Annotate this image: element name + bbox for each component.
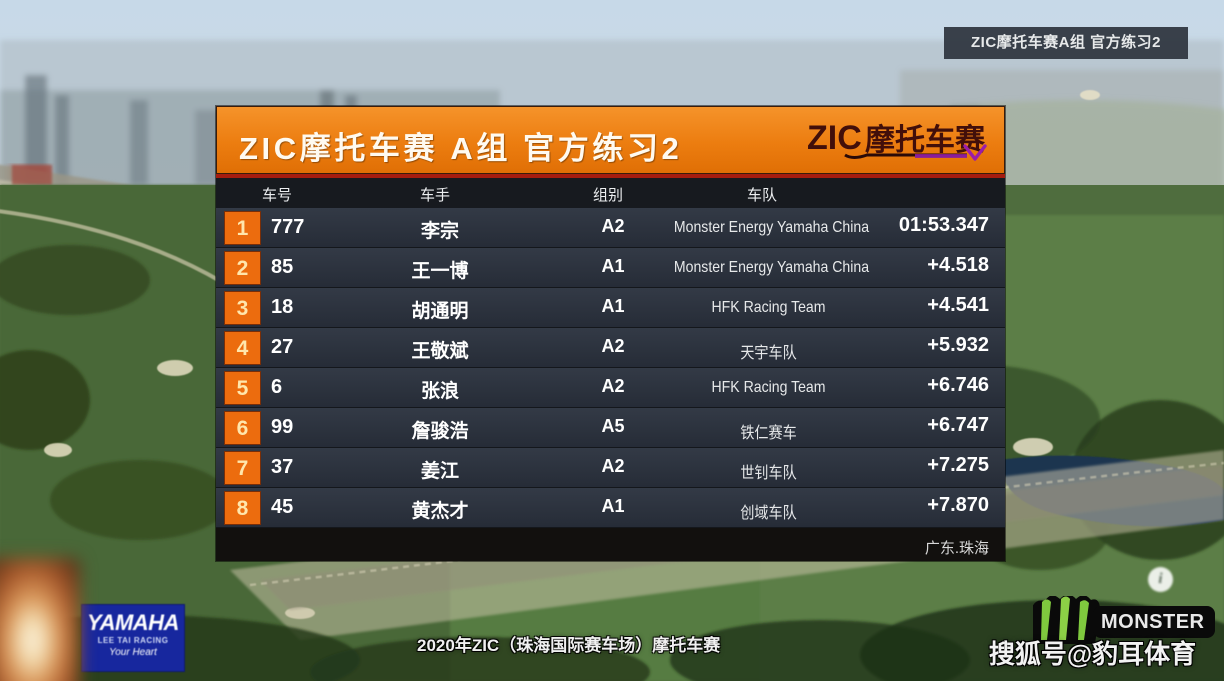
svg-text:ZIC: ZIC [807, 119, 862, 157]
svg-text:MONSTER: MONSTER [1101, 611, 1205, 633]
